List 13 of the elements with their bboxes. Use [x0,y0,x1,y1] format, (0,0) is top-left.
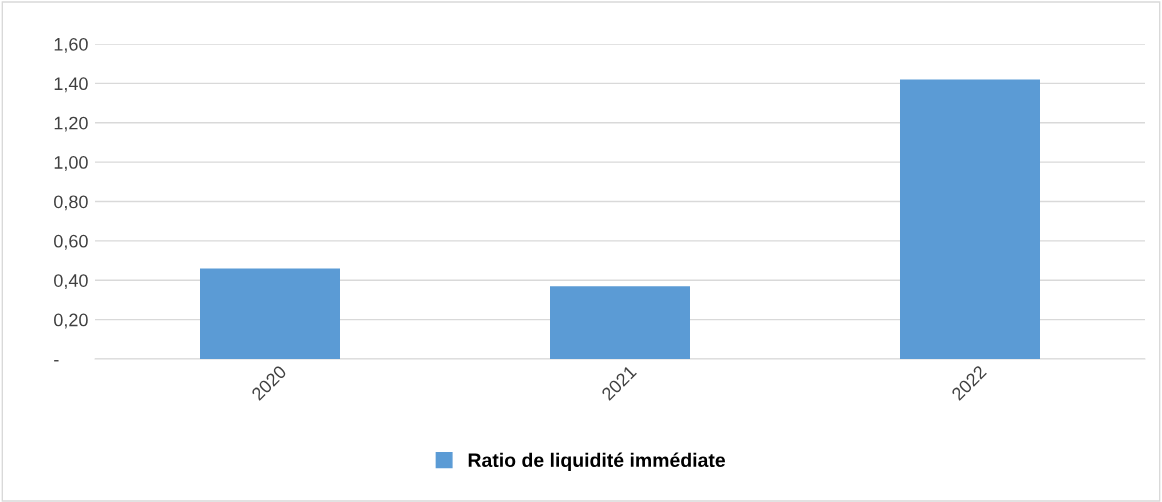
y-tick-label: 1,40 [54,77,88,93]
y-tick-label: 0,80 [54,195,88,211]
y-tick-label: 0,20 [54,313,88,329]
y-tick-label: 1,60 [54,37,88,53]
y-tick-label: 1,20 [54,116,88,132]
legend-label: Ratio de liquidité immédiate [468,452,726,471]
y-tick-label: 0,60 [54,234,88,250]
bar [550,286,690,359]
bar [200,268,340,359]
y-tick-label: 1,00 [54,156,88,171]
bar [900,79,1040,359]
y-tick-label: 0,40 [54,274,88,290]
y-tick-label: - [54,360,59,362]
